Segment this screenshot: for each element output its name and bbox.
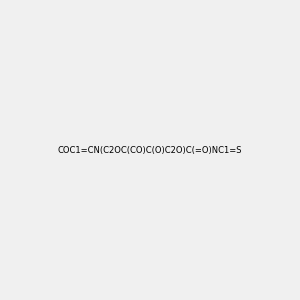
Text: COC1=CN(C2OC(CO)C(O)C2O)C(=O)NC1=S: COC1=CN(C2OC(CO)C(O)C2O)C(=O)NC1=S	[58, 146, 242, 154]
